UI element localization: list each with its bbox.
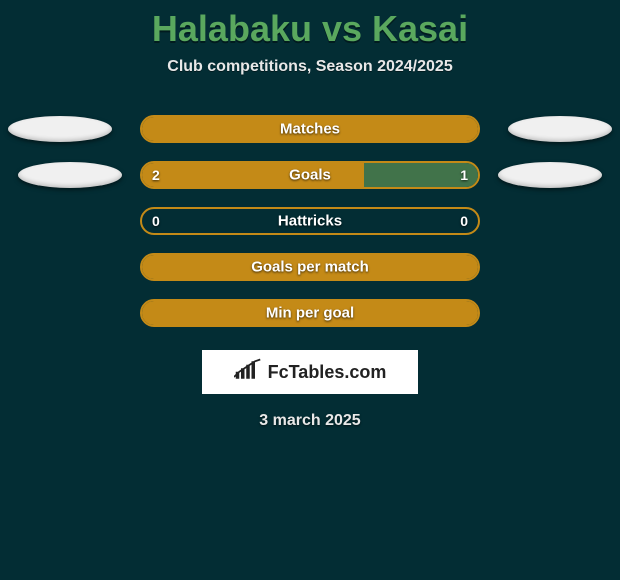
stat-bar-hattricks: 0 Hattricks 0	[140, 207, 480, 235]
page-subtitle: Club competitions, Season 2024/2025	[0, 58, 620, 76]
stat-bar-left-fill	[142, 255, 478, 279]
bar-chart-icon	[234, 358, 262, 387]
stat-value-left: 0	[152, 213, 160, 229]
player-avatar-left	[8, 116, 112, 142]
stat-bar-min-per-goal: Min per goal	[140, 299, 480, 327]
stat-bar-matches: Matches	[140, 115, 480, 143]
logo-text: FcTables.com	[268, 362, 387, 383]
stat-row-hattricks: 0 Hattricks 0	[0, 198, 620, 244]
stat-row-matches: Matches	[0, 106, 620, 152]
player-avatar-left	[18, 162, 122, 188]
comparison-stage: Matches 2 Goals 1 0 Hattricks 0 Goals pe…	[0, 106, 620, 430]
stat-bar-left-fill	[142, 117, 478, 141]
stat-bar-right-fill	[364, 163, 478, 187]
fctables-link[interactable]: FcTables.com	[202, 350, 418, 394]
stat-bar-left-fill	[142, 301, 478, 325]
stat-bar-left-fill	[142, 163, 364, 187]
stat-row-min-per-goal: Min per goal	[0, 290, 620, 336]
stat-row-goals: 2 Goals 1	[0, 152, 620, 198]
player-avatar-right	[498, 162, 602, 188]
page-title: Halabaku vs Kasai	[0, 0, 620, 50]
stat-label: Hattricks	[142, 213, 478, 230]
stat-bar-goals: 2 Goals 1	[140, 161, 480, 189]
stat-value-right: 0	[460, 213, 468, 229]
stat-bar-goals-per-match: Goals per match	[140, 253, 480, 281]
stat-row-goals-per-match: Goals per match	[0, 244, 620, 290]
player-avatar-right	[508, 116, 612, 142]
footer-date: 3 march 2025	[0, 412, 620, 430]
